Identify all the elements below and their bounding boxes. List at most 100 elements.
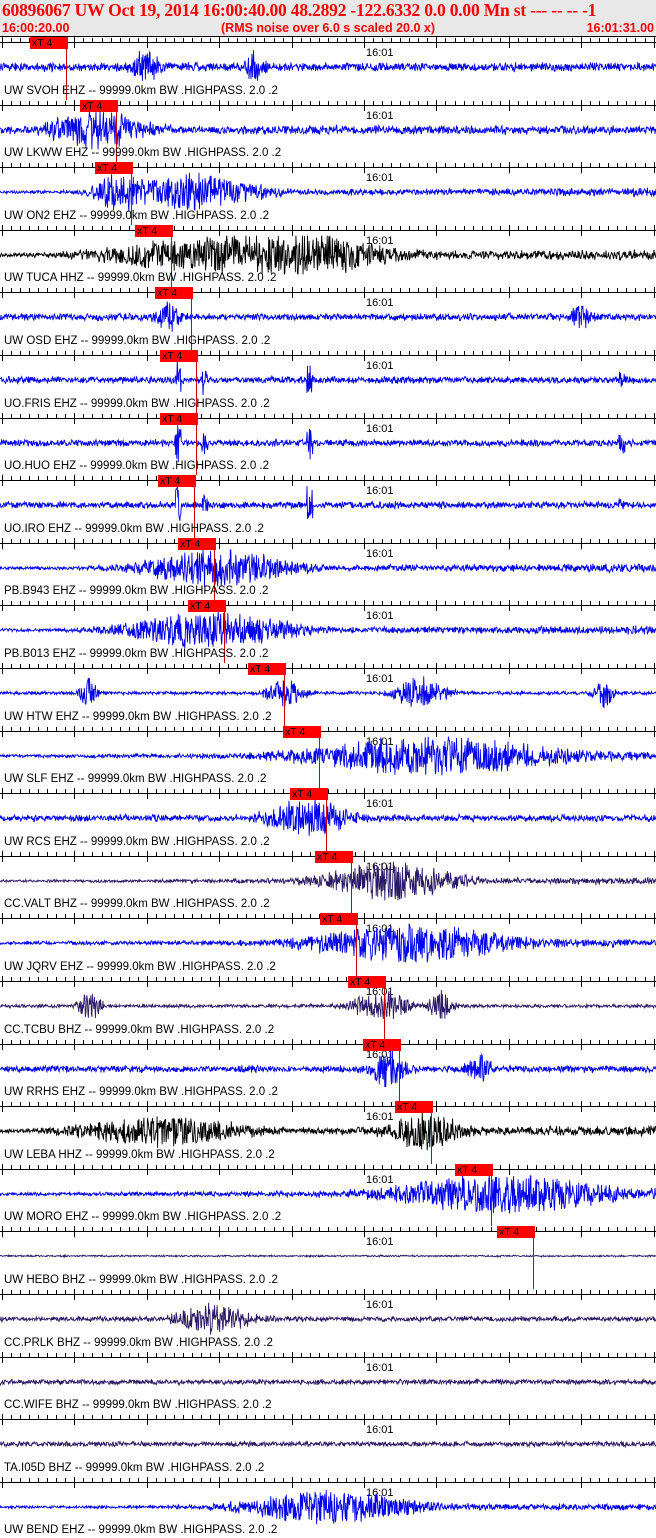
trace-row[interactable]: 16:01 xT 4 UW LKWW EHZ -- 99999.0km BW .HI… xyxy=(0,99,656,163)
trace-row[interactable]: 16:01 xT 4 UW JQRV EHZ -- 99999.0km BW .HI… xyxy=(0,913,656,976)
phase-pick-marker[interactable]: xT 4 xyxy=(155,287,193,300)
trace-row[interactable]: 16:01 xT 4 CC.VALT BHZ -- 99999.0km BW .HI… xyxy=(0,850,656,914)
phase-pick-marker[interactable]: xT 4 xyxy=(30,37,68,49)
axis-minor-tick xyxy=(382,789,383,795)
phase-pick-marker[interactable]: xT 4 xyxy=(248,663,286,675)
axis-minor-tick xyxy=(174,1290,175,1295)
axis-minor-tick xyxy=(29,789,30,795)
axis-minor-tick xyxy=(47,1290,48,1295)
trace-row[interactable]: 16:01 xT 4 UW HTW EHZ -- 99999.0km BW .HIG… xyxy=(0,663,656,726)
axis-minor-tick xyxy=(455,476,456,482)
phase-pick-marker[interactable]: xT 4 xyxy=(320,913,358,926)
phase-pick-marker[interactable]: xT 4 xyxy=(283,725,321,738)
trace-row[interactable]: 16:01 CC.PRLK BHZ -- 99999.0km BW .HIGHPA… xyxy=(0,1289,656,1352)
phase-pick-marker[interactable]: xT 4 xyxy=(188,600,226,613)
trace-row[interactable]: 16:01 xT 4 UW ON2 EHZ -- 99999.0km BW .HIG… xyxy=(0,162,656,225)
axis-minor-tick xyxy=(545,351,546,356)
axis-minor-tick xyxy=(264,288,265,294)
trace-row[interactable]: 16:01 xT 4 UW SVOH EHZ -- 99999.0km BW .HI… xyxy=(0,37,656,100)
axis-major-tick xyxy=(364,412,365,424)
trace-row[interactable]: 16:01 TA.I05D BHZ -- 99999.0km BW .HIGHPA… xyxy=(0,1414,656,1477)
axis-minor-tick xyxy=(518,601,519,607)
axis-minor-tick xyxy=(246,789,247,795)
phase-pick-marker[interactable]: xT 4 xyxy=(80,99,118,112)
pick-time-line xyxy=(491,1165,492,1227)
axis-minor-tick xyxy=(527,977,528,982)
axis-time-label: 16:01 xyxy=(366,360,394,372)
axis-minor-tick xyxy=(210,1227,211,1233)
axis-minor-tick xyxy=(102,538,103,544)
axis-major-tick xyxy=(654,1038,655,1050)
axis-major-tick xyxy=(654,1163,655,1175)
trace-row[interactable]: 16:01 xT 4 UW LEBA HHZ -- 99999.0km BW .HI… xyxy=(0,1101,656,1164)
axis-minor-tick xyxy=(355,288,356,294)
phase-pick-marker[interactable]: xT 4 xyxy=(363,1038,401,1051)
axis-major-tick xyxy=(581,162,582,174)
trace-row[interactable]: 16:01 xT 4 UW RCS EHZ -- 99999.0km BW .HIG… xyxy=(0,788,656,851)
axis-major-tick xyxy=(509,162,510,174)
trace-label: UW SLF EHZ -- 99999.0km BW .HIGHPASS. 2.… xyxy=(4,773,267,786)
phase-pick-marker[interactable]: xT 4 xyxy=(290,788,328,801)
axis-minor-tick xyxy=(373,1102,374,1108)
trace-row[interactable]: 16:01 xT 4 UW TUCA HHZ -- 99999.0km BW .HI… xyxy=(0,224,656,288)
axis-minor-tick xyxy=(400,1290,401,1295)
trace-row[interactable]: 16:01 xT 4 UO.HUO EHZ -- 99999.0km BW .HIG… xyxy=(0,412,656,476)
axis-minor-tick xyxy=(355,351,356,356)
axis-minor-tick xyxy=(391,1477,392,1483)
trace-row[interactable]: 16:01 xT 4 UW RRHS EHZ -- 99999.0km BW .HI… xyxy=(0,1038,656,1102)
trace-row[interactable]: 16:01 xT 4 PB.B943 EHZ -- 99999.0km BW .HI… xyxy=(0,537,656,601)
axis-minor-tick xyxy=(617,664,618,669)
phase-pick-marker[interactable]: xT 4 xyxy=(95,162,133,175)
phase-pick-marker[interactable]: xT 4 xyxy=(135,224,173,237)
axis-minor-tick xyxy=(554,1164,555,1170)
trace-row[interactable]: 16:01 xT 4 UW SLF EHZ -- 99999.0km BW .HIG… xyxy=(0,725,656,789)
trace-row[interactable]: 16:01 CC.WIFE BHZ -- 99999.0km BW .HIGHPA… xyxy=(0,1351,656,1415)
trace-row[interactable]: 16:01 xT 4 CC.TCBU BHZ -- 99999.0km BW .HI… xyxy=(0,976,656,1039)
axis-minor-tick xyxy=(599,1227,600,1233)
axis-major-tick xyxy=(364,663,365,674)
phase-pick-marker[interactable]: xT 4 xyxy=(160,412,198,425)
axis-minor-tick xyxy=(445,914,446,920)
trace-row[interactable]: 16:01 xT 4 UO.IRO EHZ -- 99999.0km BW .HIG… xyxy=(0,475,656,538)
axis-minor-tick xyxy=(427,664,428,669)
axis-minor-tick xyxy=(464,538,465,544)
axis-minor-tick xyxy=(56,413,57,419)
axis-minor-tick xyxy=(337,1227,338,1233)
axis-major-tick xyxy=(74,475,75,487)
trace-row[interactable]: 16:01 UW BEND EHZ -- 99999.0km BW .HIGHPA… xyxy=(0,1476,656,1538)
phase-pick-marker[interactable]: xT 4 xyxy=(158,475,196,488)
axis-minor-tick xyxy=(409,225,410,231)
phase-pick-marker[interactable]: xT 4 xyxy=(348,976,386,988)
axis-minor-tick xyxy=(120,100,121,106)
axis-major-tick xyxy=(436,1038,437,1050)
axis-major-tick xyxy=(654,475,655,487)
axis-minor-tick xyxy=(310,977,311,982)
phase-pick-marker[interactable]: xT 4 xyxy=(160,350,198,362)
axis-minor-tick xyxy=(373,1290,374,1295)
phase-pick-marker[interactable]: xT 4 xyxy=(455,1163,493,1176)
axis-minor-tick xyxy=(319,1102,320,1108)
axis-major-tick xyxy=(654,1414,655,1426)
time-axis xyxy=(0,350,656,361)
seismic-waveform xyxy=(0,1489,656,1525)
phase-pick-marker[interactable]: xT 4 xyxy=(497,1226,535,1239)
axis-minor-tick xyxy=(590,38,591,43)
phase-pick-marker[interactable]: xT 4 xyxy=(178,537,216,550)
axis-minor-tick xyxy=(599,288,600,294)
axis-minor-tick xyxy=(310,1352,311,1358)
axis-minor-tick xyxy=(283,1039,284,1045)
phase-pick-marker[interactable]: xT 4 xyxy=(315,850,353,863)
axis-minor-tick xyxy=(400,288,401,294)
axis-major-tick xyxy=(74,788,75,800)
trace-row[interactable]: 16:01 xT 4 UW MORO EHZ -- 99999.0km BW .HI… xyxy=(0,1163,656,1227)
axis-minor-tick xyxy=(38,1290,39,1295)
axis-minor-tick xyxy=(319,100,320,106)
trace-row[interactable]: 16:01 xT 4 UO.FRIS EHZ -- 99999.0km BW .HI… xyxy=(0,350,656,413)
axis-minor-tick xyxy=(382,664,383,669)
trace-row[interactable]: 16:01 xT 4 UW HEBO BHZ -- 99999.0km BW .HI… xyxy=(0,1226,656,1289)
axis-minor-tick xyxy=(283,1102,284,1108)
trace-row[interactable]: 16:01 xT 4 PB.B013 EHZ -- 99999.0km BW .HI… xyxy=(0,600,656,663)
trace-row[interactable]: 16:01 xT 4 UW OSD EHZ -- 99999.0km BW .HIG… xyxy=(0,287,656,350)
phase-pick-marker[interactable]: xT 4 xyxy=(395,1101,433,1114)
axis-minor-tick xyxy=(310,225,311,231)
